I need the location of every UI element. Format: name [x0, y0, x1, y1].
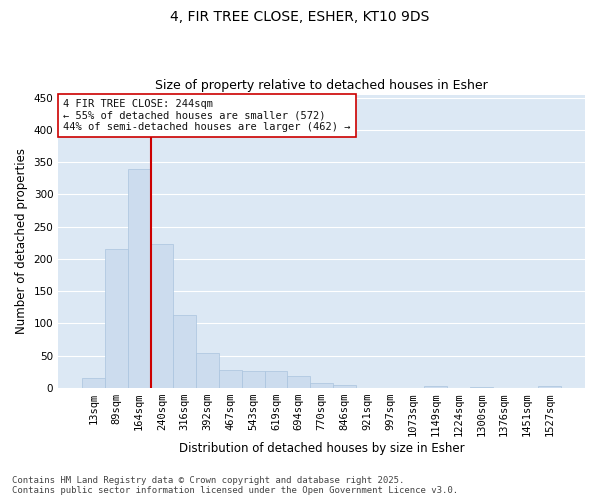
Text: Contains HM Land Registry data © Crown copyright and database right 2025.
Contai: Contains HM Land Registry data © Crown c…: [12, 476, 458, 495]
Bar: [151, 244, 173, 388]
Bar: [470, 386, 493, 388]
Bar: [128, 168, 151, 388]
Bar: [196, 353, 219, 388]
Bar: [538, 386, 561, 388]
Bar: [242, 371, 265, 388]
Text: 4, FIR TREE CLOSE, ESHER, KT10 9DS: 4, FIR TREE CLOSE, ESHER, KT10 9DS: [170, 10, 430, 24]
Bar: [310, 382, 333, 388]
Bar: [219, 370, 242, 388]
X-axis label: Distribution of detached houses by size in Esher: Distribution of detached houses by size …: [179, 442, 464, 455]
Y-axis label: Number of detached properties: Number of detached properties: [15, 148, 28, 334]
Text: 4 FIR TREE CLOSE: 244sqm
← 55% of detached houses are smaller (572)
44% of semi-: 4 FIR TREE CLOSE: 244sqm ← 55% of detach…: [64, 99, 351, 132]
Title: Size of property relative to detached houses in Esher: Size of property relative to detached ho…: [155, 79, 488, 92]
Bar: [105, 248, 128, 388]
Bar: [333, 384, 356, 388]
Bar: [265, 371, 287, 388]
Bar: [82, 378, 105, 388]
Bar: [173, 315, 196, 388]
Bar: [287, 376, 310, 388]
Bar: [424, 386, 447, 388]
